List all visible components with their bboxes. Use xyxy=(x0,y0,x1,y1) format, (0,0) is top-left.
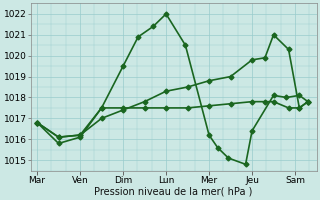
X-axis label: Pression niveau de la mer( hPa ): Pression niveau de la mer( hPa ) xyxy=(94,187,253,197)
